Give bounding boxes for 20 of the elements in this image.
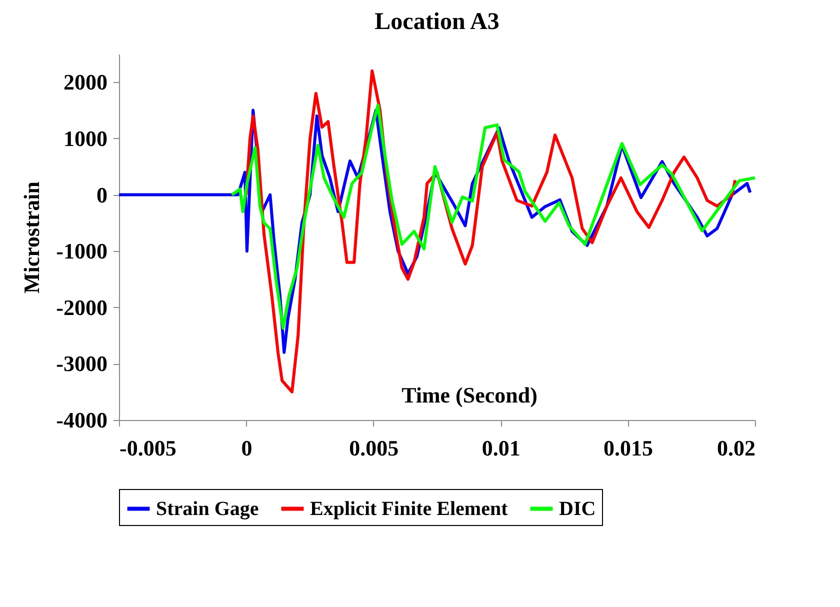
y-tick-label: -1000 [56,238,108,264]
x-tick-label: 0 [241,436,252,460]
x-tick-label: 0.015 [604,436,654,460]
x-tick-label: 0.005 [349,436,399,460]
y-tick-label: -2000 [56,294,108,320]
legend-label: Explicit Finite Element [310,498,508,520]
line-series [230,104,755,330]
legend-label: DIC [559,498,596,520]
x-tick-label: 0.01 [482,436,520,460]
chart-title: Location A3 [374,9,500,35]
x-axis-title: Time (Second) [402,382,538,408]
y-tick-label: -3000 [56,351,108,376]
y-tick-label: 2000 [64,70,108,95]
y-tick-label: 0 [96,182,108,208]
y-tick-label: 1000 [64,126,108,151]
y-axis-title: Microstrain [19,181,44,294]
legend-label: Strain Gage [156,498,259,520]
y-tick-label: -4000 [56,408,108,432]
x-tick-label: 0.02 [717,436,756,460]
x-tick-label: -0.005 [120,436,176,460]
